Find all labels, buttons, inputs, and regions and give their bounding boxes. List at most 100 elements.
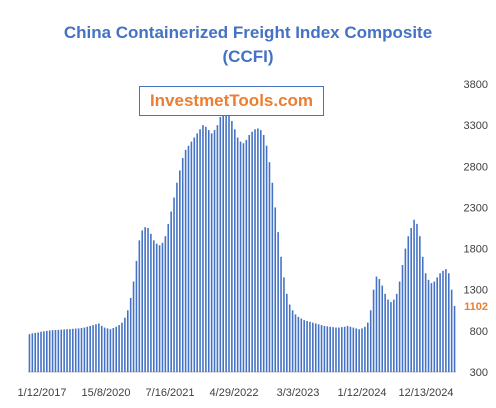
bar: [317, 324, 320, 372]
bar: [144, 227, 146, 372]
bar: [427, 279, 430, 372]
bar: [280, 256, 282, 372]
bar: [196, 133, 198, 372]
bar: [190, 141, 193, 372]
bar: [239, 141, 242, 372]
bar: [369, 310, 372, 372]
bar: [184, 149, 187, 372]
bar: [77, 328, 80, 372]
bar: [103, 327, 106, 372]
bar: [288, 304, 291, 372]
bar: [167, 223, 170, 372]
bar: [57, 329, 60, 372]
y-tick-label: 800: [470, 326, 488, 338]
bar: [210, 133, 213, 372]
bar: [161, 242, 164, 372]
bar: [37, 332, 39, 372]
bar: [447, 273, 450, 372]
x-tick-label: 7/16/2021: [146, 387, 195, 399]
bar: [242, 143, 245, 372]
bar: [381, 285, 384, 372]
bar: [407, 236, 410, 372]
bar: [268, 162, 271, 372]
bar: [135, 260, 138, 372]
bar: [164, 236, 167, 372]
bar: [48, 330, 51, 372]
bar: [375, 276, 378, 372]
bar: [170, 211, 172, 372]
bar: [349, 326, 352, 372]
bar: [372, 289, 375, 372]
bar: [228, 112, 230, 373]
bar: [43, 331, 45, 372]
bar: [430, 283, 433, 372]
bar: [181, 158, 184, 372]
bar: [40, 331, 42, 372]
bar: [286, 293, 288, 372]
bar: [378, 279, 381, 372]
bar: [445, 269, 447, 372]
bar: [395, 293, 398, 372]
bar: [179, 170, 181, 372]
bar: [329, 326, 331, 372]
bar: [147, 228, 149, 372]
bar: [450, 289, 453, 372]
bar: [86, 326, 89, 372]
bar: [54, 330, 57, 372]
bar: [453, 306, 456, 372]
bar: [416, 223, 418, 372]
bar: [74, 328, 77, 372]
bar: [346, 325, 349, 372]
bar: [387, 299, 389, 372]
bar: [126, 310, 129, 372]
bar: [436, 277, 438, 372]
bar: [265, 145, 268, 372]
bar: [300, 318, 303, 372]
bar: [271, 182, 274, 372]
bar: [207, 130, 210, 372]
chart-title: China Containerized Freight Index Compos…: [63, 23, 433, 42]
bar: [413, 219, 415, 372]
bar: [69, 329, 71, 372]
bar-series: 1102: [28, 107, 488, 373]
bar: [260, 130, 262, 372]
bar: [141, 230, 144, 372]
bar: [338, 327, 340, 372]
y-tick-label: 3800: [464, 79, 488, 91]
bar: [173, 197, 175, 372]
y-tick-label: 300: [470, 367, 488, 379]
bar: [205, 126, 207, 372]
bar: [89, 325, 91, 372]
chart-subtitle: (CCFI): [222, 47, 274, 66]
bar: [124, 317, 126, 372]
bar: [303, 320, 305, 372]
bar: [254, 129, 256, 372]
bar: [283, 277, 285, 372]
bar: [138, 240, 141, 372]
bar: [121, 322, 123, 372]
bar: [390, 302, 392, 372]
bar: [112, 327, 115, 372]
bar: [248, 135, 251, 372]
y-tick-label: 3300: [464, 120, 488, 132]
bar: [109, 329, 112, 372]
bar: [245, 139, 248, 372]
bar: [199, 129, 201, 372]
bar: [277, 232, 279, 372]
bar: [410, 228, 412, 372]
bar: [326, 326, 329, 372]
bar: [187, 145, 190, 372]
bar: [433, 281, 436, 372]
bar: [332, 327, 334, 372]
bar: [294, 314, 297, 372]
bar: [320, 325, 323, 372]
bar: [314, 323, 317, 372]
bar: [46, 330, 48, 372]
bar: [424, 273, 427, 372]
bar: [34, 332, 37, 372]
bar: [251, 131, 253, 372]
x-tick-label: 15/8/2020: [82, 387, 131, 399]
bar: [419, 236, 421, 372]
bar: [439, 273, 441, 372]
